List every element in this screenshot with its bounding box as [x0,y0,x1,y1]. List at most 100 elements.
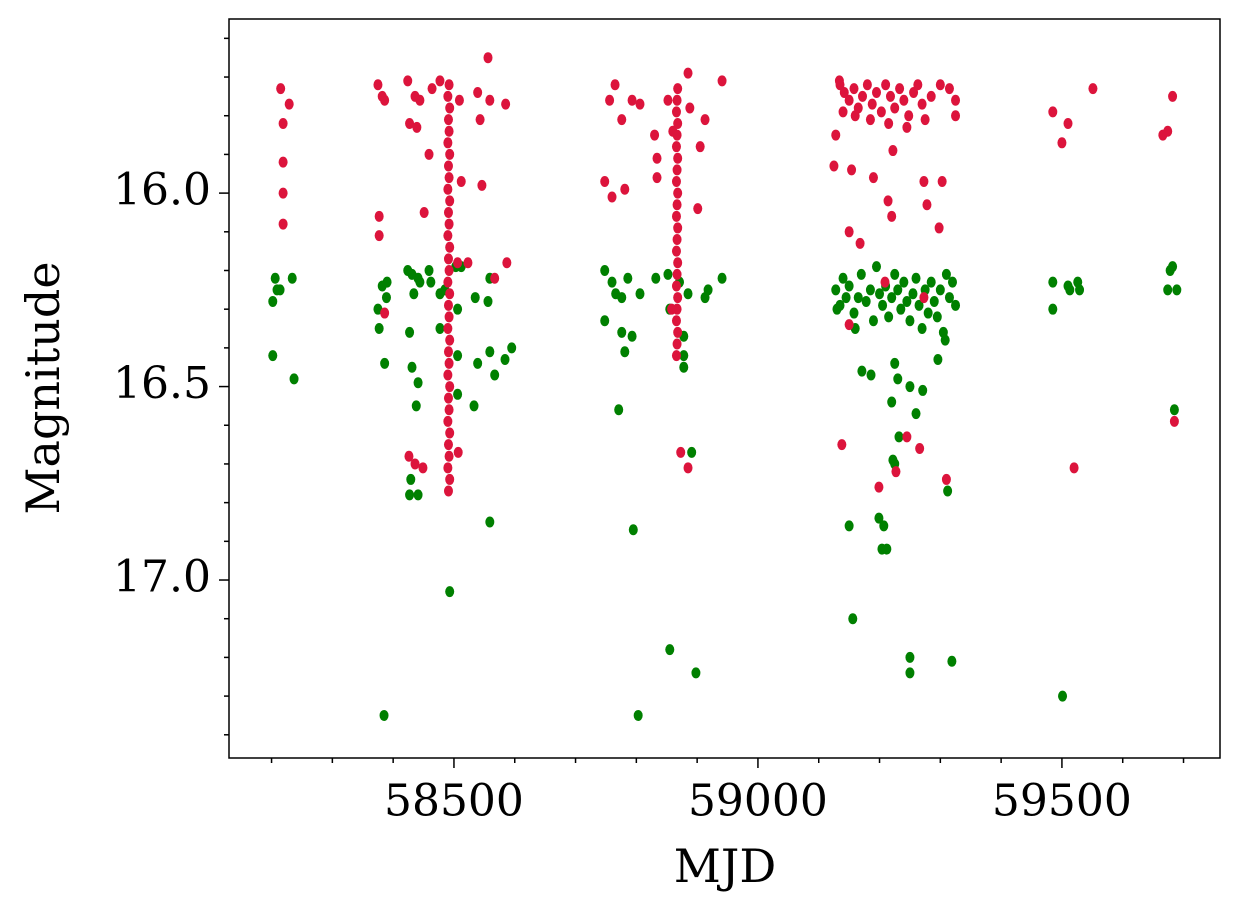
data-point [411,400,421,412]
data-point [1088,83,1098,95]
y-tick-label: 16.0 [113,165,211,216]
data-point [443,206,453,218]
data-point [268,295,278,307]
data-point [673,83,683,95]
data-point [1075,284,1085,296]
data-point [419,206,429,218]
y-axis-label: Magnitude [16,261,70,514]
data-point [445,102,455,114]
y-tick-label: 16.5 [113,358,211,409]
data-point [635,288,645,300]
data-point [473,357,483,369]
data-point [444,264,454,276]
data-point [849,83,859,95]
data-point [874,512,884,524]
data-point [665,644,675,656]
data-point [890,268,900,280]
data-point [412,121,422,133]
data-point [445,148,455,160]
data-point [413,489,423,501]
data-point [850,110,860,122]
data-point [671,210,681,222]
data-point [453,257,463,269]
data-point [463,257,473,269]
data-point [899,276,909,288]
data-point [671,176,681,188]
data-point [844,280,854,292]
data-point [871,87,881,99]
data-point [923,307,933,319]
data-point [951,110,961,122]
data-point [893,373,903,385]
data-point [610,79,620,91]
data-point [275,284,285,296]
data-point [672,303,682,315]
data-point [652,172,662,184]
data-point [1168,90,1178,102]
data-point [905,381,915,393]
data-point [700,114,710,126]
data-point [278,156,288,168]
data-point [673,117,683,129]
data-point [1057,137,1067,149]
data-point [614,404,624,416]
data-point [382,276,392,288]
data-point [876,106,886,118]
data-point [917,323,927,335]
data-point [469,400,479,412]
data-point [502,257,512,269]
data-point [445,586,455,598]
data-point [445,381,455,393]
data-point [600,264,610,276]
data-point [443,346,453,358]
data-point [443,276,453,288]
data-point [944,292,954,304]
data-point [454,94,464,106]
data-point [882,543,892,555]
data-point [885,90,895,102]
data-point [407,361,417,373]
data-point [403,75,413,87]
data-point [671,280,681,292]
data-point [443,90,453,102]
data-point [831,284,841,296]
data-point [856,268,866,280]
data-point [424,264,434,276]
data-point [607,276,617,288]
data-point [443,160,453,172]
data-point [871,261,881,273]
data-point [895,83,905,95]
data-point [853,292,863,304]
data-point [865,114,875,126]
data-point [278,218,288,230]
data-point [951,94,961,106]
data-point [374,323,384,335]
data-point [445,241,455,253]
data-point [902,431,912,443]
data-point [453,303,463,315]
data-point [380,307,390,319]
data-point [1169,415,1179,427]
data-point [926,276,936,288]
data-point [947,655,957,667]
data-point [617,292,627,304]
data-point [1169,404,1179,416]
data-point [1048,106,1058,118]
data-point [374,210,384,222]
data-point [937,176,947,188]
data-point [893,284,903,296]
data-point [652,152,662,164]
data-point [683,288,693,300]
data-point [1048,276,1058,288]
x-tick-label: 58500 [384,776,524,827]
data-point [475,114,485,126]
data-point [415,94,425,106]
x-axis-label: MJD [674,839,776,893]
data-point [880,276,890,288]
data-point [443,299,453,311]
data-point [501,98,511,110]
data-point [443,137,453,149]
data-point [663,268,673,280]
data-point [485,516,495,528]
data-point [268,350,278,362]
